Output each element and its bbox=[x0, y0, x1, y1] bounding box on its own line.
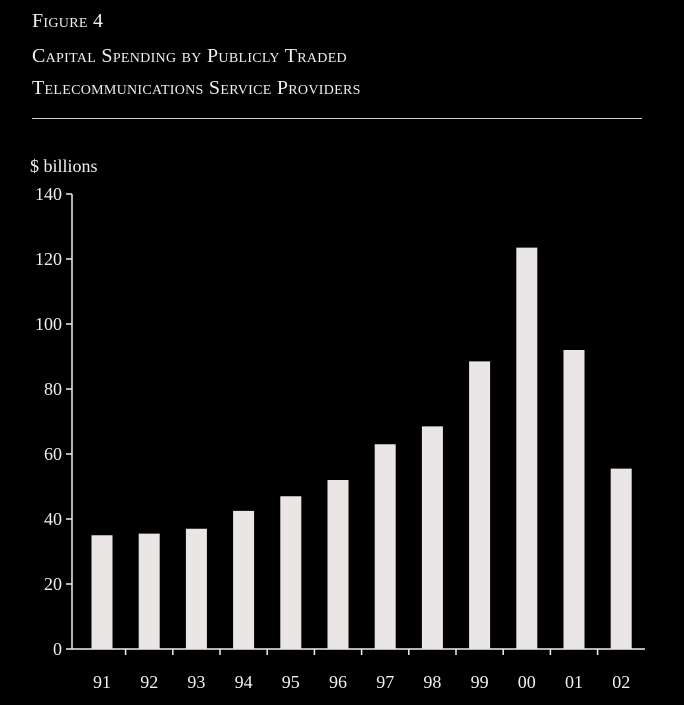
bar-94 bbox=[233, 510, 255, 649]
x-tick-label: 92 bbox=[140, 672, 158, 692]
bar-93 bbox=[185, 528, 207, 649]
y-axis-title: $ billions bbox=[30, 156, 98, 176]
bar-92 bbox=[138, 533, 160, 649]
bar-00 bbox=[516, 247, 538, 649]
x-tick-label: 99 bbox=[471, 672, 489, 692]
y-tick-label: 0 bbox=[53, 639, 62, 659]
x-tick-label: 93 bbox=[187, 672, 205, 692]
bar-91 bbox=[91, 535, 113, 649]
x-tick-label: 00 bbox=[518, 672, 536, 692]
title-divider bbox=[32, 118, 642, 119]
y-axis: 0 20 40 60 80 100 120 140 bbox=[35, 184, 73, 659]
bar-02 bbox=[610, 468, 632, 649]
y-tick-label: 40 bbox=[44, 509, 62, 529]
y-tick-label: 60 bbox=[44, 444, 62, 464]
y-tick-label: 140 bbox=[35, 184, 62, 204]
y-tick-label: 100 bbox=[35, 314, 62, 334]
bar-01 bbox=[563, 350, 585, 649]
bar-98 bbox=[421, 426, 443, 649]
x-tick-label: 98 bbox=[423, 672, 441, 692]
figure-label: Figure 4 bbox=[32, 10, 104, 32]
bar-97 bbox=[374, 444, 396, 649]
x-tick-label: 96 bbox=[329, 672, 347, 692]
bar-99 bbox=[469, 361, 491, 649]
bars bbox=[91, 247, 632, 649]
figure-title-line-2: Telecommunications Service Providers bbox=[32, 77, 361, 99]
x-axis: 91 92 93 94 95 96 97 98 99 00 01 02 bbox=[72, 648, 645, 692]
figure-title-line-1: Capital Spending by Publicly Traded bbox=[32, 45, 347, 67]
x-tick-label: 02 bbox=[612, 672, 630, 692]
y-tick-label: 80 bbox=[44, 379, 62, 399]
x-tick-label: 95 bbox=[282, 672, 300, 692]
figure-title: Capital Spending by Publicly Traded Tele… bbox=[32, 40, 361, 104]
y-tick-label: 120 bbox=[35, 249, 62, 269]
x-tick-label: 97 bbox=[376, 672, 394, 692]
bar-96 bbox=[327, 480, 349, 649]
bar-95 bbox=[280, 496, 302, 649]
x-tick-label: 94 bbox=[235, 672, 253, 692]
x-tick-label: 91 bbox=[93, 672, 111, 692]
x-tick-label: 01 bbox=[565, 672, 583, 692]
y-tick-label: 20 bbox=[44, 574, 62, 594]
